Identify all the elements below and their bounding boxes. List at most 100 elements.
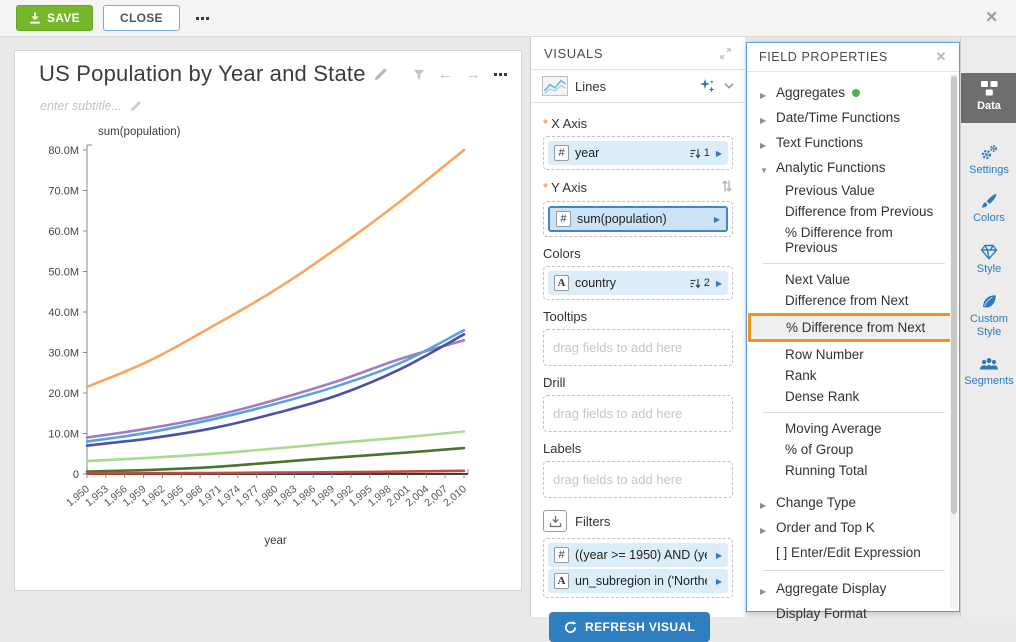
chart-more-icon[interactable] bbox=[494, 73, 507, 76]
save-button[interactable]: SAVE bbox=[16, 5, 93, 31]
required-star: * bbox=[543, 116, 549, 131]
drill-dropzone[interactable]: drag fields to add here bbox=[543, 395, 733, 432]
menu-divider bbox=[763, 412, 945, 413]
colors-field-pill[interactable]: A country 2 ▶ bbox=[548, 271, 728, 295]
labels-dropzone[interactable]: drag fields to add here bbox=[543, 461, 733, 498]
menu-item-analytic-functions[interactable]: ▼ Analytic Functions bbox=[760, 160, 886, 175]
menu-item-order-and-top-k[interactable]: ▶ Order and Top K bbox=[760, 520, 875, 535]
y-tick-label: 80.0M bbox=[48, 145, 79, 157]
scrollbar-thumb[interactable] bbox=[951, 76, 957, 514]
close-button[interactable]: CLOSE bbox=[103, 5, 180, 31]
settings-rail: Data Settings Colors Style Custom Style … bbox=[960, 37, 1016, 617]
menu-item-aggregates[interactable]: ▶ Aggregates bbox=[747, 80, 959, 105]
workspace-close-icon[interactable]: ✕ bbox=[985, 9, 998, 26]
menu-item-dense-rank[interactable]: Dense Rank bbox=[785, 389, 860, 404]
menu-item-change-type[interactable]: ▶ Change Type bbox=[760, 495, 857, 510]
rail-item-style[interactable]: Style bbox=[961, 237, 1016, 276]
menu-item-moving-average[interactable]: Moving Average bbox=[785, 421, 882, 436]
rail-item-label: Style bbox=[976, 263, 1002, 275]
menu-item-enter-edit-expression[interactable]: [ ] Enter/Edit Expression bbox=[776, 545, 921, 560]
menu-item-pct-difference-from-next-highlighted[interactable]: % Difference from Next bbox=[748, 313, 958, 342]
rail-item-data[interactable]: Data bbox=[961, 73, 1016, 123]
rail-item-settings[interactable]: Settings bbox=[961, 137, 1016, 177]
filters-dropzone[interactable]: # ((year >= 1950) AND (yea... ▶ A un_sub… bbox=[543, 538, 733, 598]
suggestions-sparkles-icon[interactable] bbox=[699, 78, 716, 94]
filter-pill-year[interactable]: # ((year >= 1950) AND (yea... ▶ bbox=[548, 543, 728, 567]
chart-title-row: US Population by Year and State bbox=[39, 61, 388, 87]
y-axis-title: sum(population) bbox=[98, 126, 181, 138]
sort-order-number: 2 bbox=[703, 277, 710, 289]
string-type-icon: A bbox=[554, 573, 569, 589]
filter-pill-subregion[interactable]: A un_subregion in ('Norther... ▶ bbox=[548, 569, 728, 593]
population-line-chart: sum(population) 0 10.0M 20.0M 30.0M 40.0M 50.0… bbox=[48, 126, 469, 547]
x-axis-field-pill[interactable]: # year 1 ▶ bbox=[548, 141, 728, 165]
chevron-down-icon[interactable] bbox=[724, 83, 734, 89]
swap-axes-icon[interactable] bbox=[721, 179, 733, 196]
y-tick-label: 40.0M bbox=[48, 307, 79, 319]
visuals-panel: VISUALS Lines * X Axis # year 1 ▶ bbox=[530, 37, 745, 642]
x-axis-dropzone[interactable]: # year 1 ▶ bbox=[543, 136, 733, 170]
series-indigo bbox=[85, 333, 466, 447]
sort-order-icon bbox=[690, 278, 701, 289]
menu-item-previous-value[interactable]: Previous Value bbox=[785, 183, 875, 198]
menu-item-datetime-functions[interactable]: ▶ Date/Time Functions bbox=[760, 110, 901, 125]
menu-item-rank[interactable]: Rank bbox=[785, 368, 817, 383]
menu-item-text-functions[interactable]: ▶ Text Functions bbox=[760, 135, 864, 150]
menu-item-display-format[interactable]: Display Format bbox=[776, 606, 867, 621]
field-menu-caret-icon[interactable]: ▶ bbox=[715, 278, 722, 288]
rail-item-label: Settings bbox=[969, 164, 1009, 176]
chart-type-row[interactable]: Lines bbox=[531, 70, 745, 103]
field-menu-caret-icon[interactable]: ▶ bbox=[715, 576, 722, 586]
field-menu-caret-icon[interactable]: ▶ bbox=[715, 550, 722, 560]
edit-subtitle-pencil-icon[interactable] bbox=[130, 100, 142, 112]
menu-item-pct-difference-from-previous[interactable]: % Difference from Previous bbox=[785, 225, 893, 255]
rail-item-colors[interactable]: Colors bbox=[961, 186, 1016, 225]
rail-item-segments[interactable]: Segments bbox=[961, 349, 1016, 388]
leaf-icon bbox=[983, 295, 996, 308]
forward-arrow-icon[interactable]: → bbox=[466, 66, 481, 83]
y-tick-label: 60.0M bbox=[48, 226, 79, 238]
lines-chart-type-icon bbox=[542, 76, 568, 96]
expand-panel-icon[interactable] bbox=[719, 47, 732, 60]
filters-tray-icon[interactable] bbox=[543, 510, 567, 532]
field-properties-popover: FIELD PROPERTIES ✕ ▶ Aggregates ▶ Date/Tim… bbox=[746, 42, 960, 621]
string-type-icon: A bbox=[554, 275, 569, 291]
back-arrow-icon[interactable]: ← bbox=[438, 66, 453, 83]
rail-item-custom-style[interactable]: Custom Style bbox=[961, 287, 1016, 339]
rail-item-label: Colors bbox=[973, 212, 1005, 224]
field-properties-close-icon[interactable]: ✕ bbox=[935, 49, 947, 64]
subtitle-placeholder: enter subtitle... bbox=[40, 99, 122, 113]
rail-item-label: Segments bbox=[964, 375, 1014, 387]
refresh-visual-label: REFRESH VISUAL bbox=[585, 620, 696, 634]
edit-title-pencil-icon[interactable] bbox=[374, 61, 388, 86]
menu-item-difference-from-previous[interactable]: Difference from Previous bbox=[785, 204, 934, 219]
rail-item-label: Data bbox=[977, 100, 1001, 112]
close-button-label: CLOSE bbox=[120, 11, 163, 25]
filter-funnel-icon[interactable] bbox=[413, 69, 425, 81]
tooltips-dropzone[interactable]: drag fields to add here bbox=[543, 329, 733, 366]
gem-icon bbox=[980, 244, 998, 260]
menu-item-next-value[interactable]: Next Value bbox=[785, 272, 851, 287]
colors-dropzone[interactable]: A country 2 ▶ bbox=[543, 266, 733, 300]
chart-subtitle-row[interactable]: enter subtitle... bbox=[40, 99, 142, 113]
menu-item-running-total[interactable]: Running Total bbox=[785, 463, 868, 478]
y-axis-field-name: sum(population) bbox=[577, 212, 667, 226]
menu-item-row-number[interactable]: Row Number bbox=[785, 347, 864, 362]
required-star: * bbox=[543, 180, 549, 195]
visuals-header: VISUALS bbox=[531, 37, 745, 70]
y-axis-dropzone[interactable]: # sum(population) ▶ bbox=[543, 201, 733, 237]
toolbar-more-icon[interactable] bbox=[195, 16, 209, 20]
colors-field-name: country bbox=[575, 276, 616, 290]
field-menu-caret-icon[interactable]: ▶ bbox=[713, 214, 720, 224]
y-axis-shelf-label: * Y Axis bbox=[543, 179, 733, 196]
dropzone-placeholder: drag fields to add here bbox=[553, 406, 683, 421]
menu-item-difference-from-next[interactable]: Difference from Next bbox=[785, 293, 909, 308]
menu-item-pct-of-group[interactable]: % of Group bbox=[785, 442, 854, 457]
x-axis-title: year bbox=[264, 535, 287, 547]
visuals-shelves: * X Axis # year 1 ▶ * Y Axis # bbox=[531, 103, 745, 642]
scrollbar-track[interactable] bbox=[950, 74, 958, 608]
x-axis-shelf-label: * X Axis bbox=[543, 116, 588, 131]
y-axis-field-pill-selected[interactable]: # sum(population) ▶ bbox=[548, 206, 728, 232]
field-menu-caret-icon[interactable]: ▶ bbox=[715, 148, 722, 158]
menu-item-aggregate-display[interactable]: ▶ Aggregate Display bbox=[760, 581, 887, 596]
